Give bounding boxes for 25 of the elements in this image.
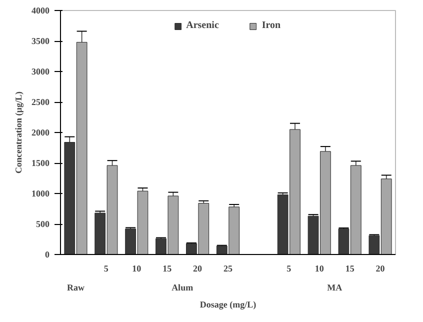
text: MA (327, 282, 343, 292)
y-tick-label: 1500 (32, 158, 50, 168)
x-axis-title: Dosage (mg/L) (200, 300, 256, 310)
text: Raw (66, 282, 85, 292)
y-tick-label: 1000 (32, 188, 50, 198)
x-tick-label: 20 (193, 264, 203, 274)
legend-label: Iron (262, 20, 282, 31)
x-tick-label: 20 (376, 264, 386, 274)
y-axis-title: Concentration (µg/L) (14, 92, 24, 174)
y-tick-label: 3000 (32, 66, 50, 76)
x-tick-label: 15 (345, 264, 355, 274)
legend-label: Arsenic (186, 20, 219, 31)
x-tick-label: 15 (162, 264, 172, 274)
y-tick-label: 4000 (32, 6, 50, 16)
y-tick-label: 2500 (32, 97, 50, 107)
x-tick-label: 10 (132, 264, 142, 274)
y-tick-label: 3500 (32, 36, 50, 46)
y-tick-label: 2000 (32, 128, 50, 138)
y-tick-label: 0 (45, 250, 50, 260)
x-tick-label: 5 (104, 264, 109, 274)
y-tick-label: 500 (36, 219, 50, 229)
x-tick-label: 25 (224, 264, 233, 274)
x-tick-label: 10 (314, 264, 324, 274)
x-tick-label: 5 (286, 264, 292, 274)
text: Alum (172, 282, 194, 292)
